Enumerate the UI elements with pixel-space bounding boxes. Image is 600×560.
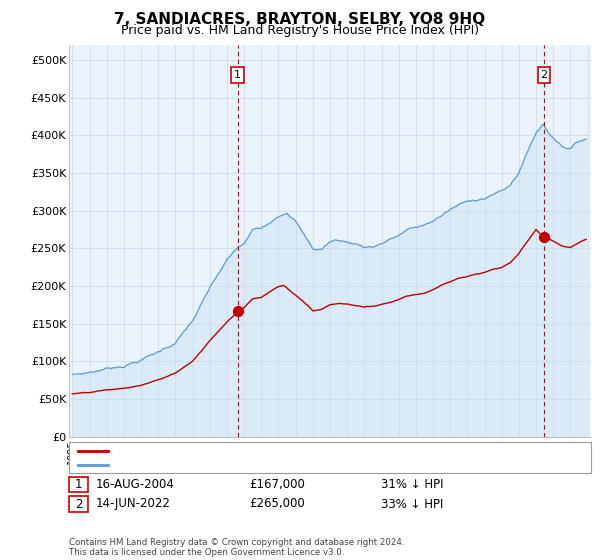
Text: 16-AUG-2004: 16-AUG-2004 — [95, 478, 174, 491]
Text: 14-JUN-2022: 14-JUN-2022 — [95, 497, 170, 511]
Text: 2: 2 — [75, 497, 82, 511]
Text: 1: 1 — [75, 478, 82, 491]
Text: 31% ↓ HPI: 31% ↓ HPI — [381, 478, 443, 491]
Text: 7, SANDIACRES, BRAYTON, SELBY, YO8 9HQ: 7, SANDIACRES, BRAYTON, SELBY, YO8 9HQ — [115, 12, 485, 27]
Text: 7, SANDIACRES, BRAYTON, SELBY, YO8 9HQ (detached house): 7, SANDIACRES, BRAYTON, SELBY, YO8 9HQ (… — [114, 446, 436, 456]
Text: £167,000: £167,000 — [249, 478, 305, 491]
Point — [233, 306, 242, 315]
Text: 33% ↓ HPI: 33% ↓ HPI — [381, 497, 443, 511]
Point — [539, 232, 549, 241]
Text: £265,000: £265,000 — [249, 497, 305, 511]
Text: Price paid vs. HM Land Registry's House Price Index (HPI): Price paid vs. HM Land Registry's House … — [121, 24, 479, 37]
Text: 1: 1 — [234, 70, 241, 80]
Text: HPI: Average price, detached house, North Yorkshire: HPI: Average price, detached house, Nort… — [114, 460, 387, 470]
Text: 2: 2 — [541, 70, 547, 80]
Text: Contains HM Land Registry data © Crown copyright and database right 2024.
This d: Contains HM Land Registry data © Crown c… — [69, 538, 404, 557]
